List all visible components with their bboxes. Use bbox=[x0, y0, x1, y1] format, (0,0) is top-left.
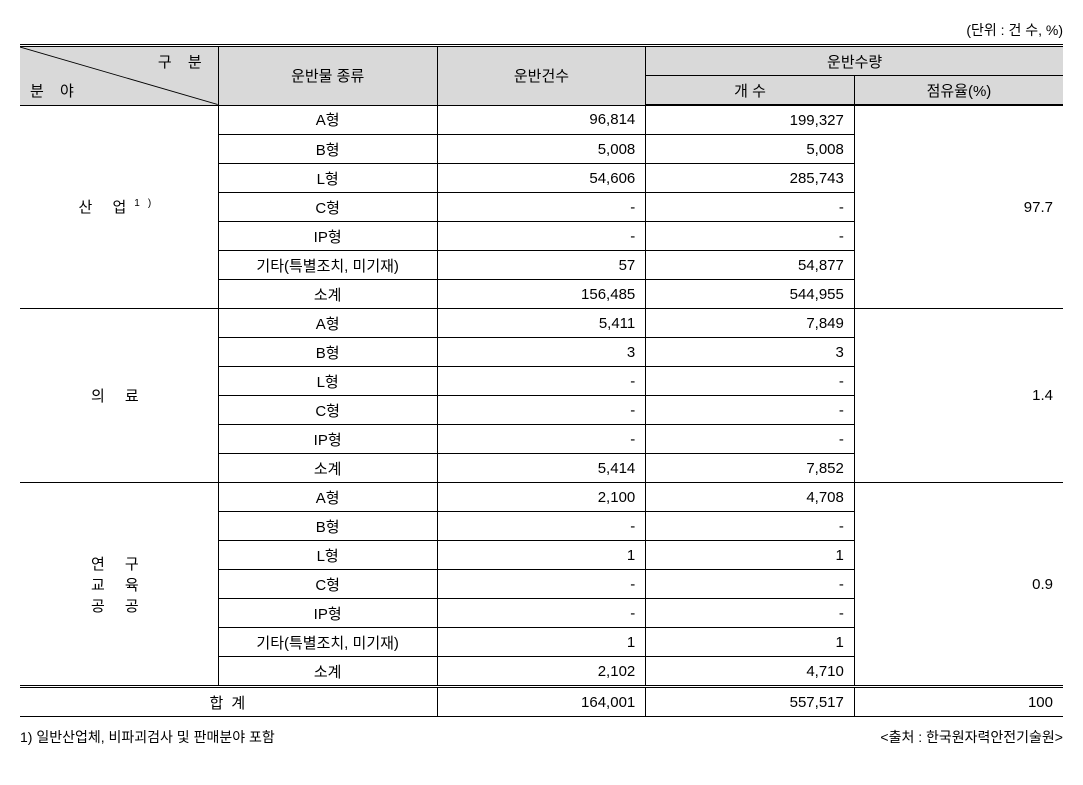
type-cell: A형 bbox=[218, 105, 437, 135]
type-cell: C형 bbox=[218, 193, 437, 222]
type-cell: IP형 bbox=[218, 425, 437, 454]
footnote-right: <출처 : 한국원자력안전기술원> bbox=[880, 727, 1063, 747]
count-cell: - bbox=[437, 193, 646, 222]
count-cell: - bbox=[437, 396, 646, 425]
type-cell: A형 bbox=[218, 483, 437, 512]
count-cell: 5,414 bbox=[437, 454, 646, 483]
type-cell: L형 bbox=[218, 541, 437, 570]
table-header: 구 분 분 야 운반물 종류 운반건수 운반수량 개 수 점유율(%) bbox=[20, 46, 1063, 106]
count-cell: - bbox=[437, 512, 646, 541]
qty-cell: 54,877 bbox=[646, 251, 855, 280]
total-share: 100 bbox=[854, 687, 1063, 717]
count-cell: - bbox=[437, 222, 646, 251]
type-cell: B형 bbox=[218, 512, 437, 541]
qty-cell: 3 bbox=[646, 338, 855, 367]
total-label: 합 계 bbox=[20, 687, 437, 717]
qty-cell: 1 bbox=[646, 628, 855, 657]
count-cell: 5,008 bbox=[437, 135, 646, 164]
count-cell: - bbox=[437, 367, 646, 396]
qty-cell: - bbox=[646, 396, 855, 425]
header-diagonal: 구 분 분 야 bbox=[20, 46, 218, 106]
header-col-qty: 개 수 bbox=[646, 76, 855, 106]
count-cell: 1 bbox=[437, 541, 646, 570]
qty-cell: 4,710 bbox=[646, 657, 855, 687]
type-cell: A형 bbox=[218, 309, 437, 338]
total-row: 합 계164,001557,517100 bbox=[20, 687, 1063, 717]
table-body: 산 업1)A형96,814199,32797.7B형5,0085,008L형54… bbox=[20, 105, 1063, 717]
type-cell: IP형 bbox=[218, 599, 437, 628]
data-table: 구 분 분 야 운반물 종류 운반건수 운반수량 개 수 점유율(%) 산 업1… bbox=[20, 44, 1063, 717]
qty-cell: 544,955 bbox=[646, 280, 855, 309]
qty-cell: - bbox=[646, 367, 855, 396]
share-cell: 1.4 bbox=[854, 309, 1063, 483]
type-cell: L형 bbox=[218, 164, 437, 193]
qty-cell: 5,008 bbox=[646, 135, 855, 164]
qty-cell: - bbox=[646, 425, 855, 454]
total-count: 164,001 bbox=[437, 687, 646, 717]
qty-cell: - bbox=[646, 512, 855, 541]
table-row: 의 료A형5,4117,8491.4 bbox=[20, 309, 1063, 338]
qty-cell: 1 bbox=[646, 541, 855, 570]
count-cell: 2,102 bbox=[437, 657, 646, 687]
count-cell: 57 bbox=[437, 251, 646, 280]
type-cell: IP형 bbox=[218, 222, 437, 251]
type-cell: B형 bbox=[218, 135, 437, 164]
count-cell: 2,100 bbox=[437, 483, 646, 512]
type-cell: L형 bbox=[218, 367, 437, 396]
count-cell: 5,411 bbox=[437, 309, 646, 338]
footnotes: 1) 일반산업체, 비파괴검사 및 판매분야 포함 <출처 : 한국원자력안전기… bbox=[20, 727, 1063, 747]
header-col-qty-group: 운반수량 bbox=[646, 46, 1063, 76]
type-cell: 기타(특별조치, 미기재) bbox=[218, 628, 437, 657]
total-qty: 557,517 bbox=[646, 687, 855, 717]
footnote-left: 1) 일반산업체, 비파괴검사 및 판매분야 포함 bbox=[20, 727, 275, 747]
qty-cell: - bbox=[646, 193, 855, 222]
count-cell: - bbox=[437, 570, 646, 599]
header-diag-bottom: 분 야 bbox=[30, 80, 80, 101]
category-cell: 의 료 bbox=[20, 309, 218, 483]
type-cell: 소계 bbox=[218, 454, 437, 483]
category-cell: 연 구교 육공 공 bbox=[20, 483, 218, 687]
qty-cell: - bbox=[646, 599, 855, 628]
qty-cell: 4,708 bbox=[646, 483, 855, 512]
count-cell: 96,814 bbox=[437, 105, 646, 135]
unit-label: (단위 : 건 수, %) bbox=[20, 20, 1063, 40]
qty-cell: - bbox=[646, 570, 855, 599]
header-col-share: 점유율(%) bbox=[854, 76, 1063, 106]
share-cell: 0.9 bbox=[854, 483, 1063, 687]
header-col-count: 운반건수 bbox=[437, 46, 646, 106]
qty-cell: 285,743 bbox=[646, 164, 855, 193]
qty-cell: 7,849 bbox=[646, 309, 855, 338]
type-cell: 소계 bbox=[218, 280, 437, 309]
qty-cell: 199,327 bbox=[646, 105, 855, 135]
count-cell: 156,485 bbox=[437, 280, 646, 309]
count-cell: 54,606 bbox=[437, 164, 646, 193]
count-cell: - bbox=[437, 425, 646, 454]
qty-cell: - bbox=[646, 222, 855, 251]
header-col-type: 운반물 종류 bbox=[218, 46, 437, 106]
share-cell: 97.7 bbox=[854, 105, 1063, 309]
type-cell: 기타(특별조치, 미기재) bbox=[218, 251, 437, 280]
header-diag-top: 구 분 bbox=[158, 51, 208, 72]
type-cell: C형 bbox=[218, 570, 437, 599]
table-row: 연 구교 육공 공A형2,1004,7080.9 bbox=[20, 483, 1063, 512]
count-cell: 1 bbox=[437, 628, 646, 657]
category-cell: 산 업1) bbox=[20, 105, 218, 309]
type-cell: 소계 bbox=[218, 657, 437, 687]
type-cell: C형 bbox=[218, 396, 437, 425]
count-cell: 3 bbox=[437, 338, 646, 367]
qty-cell: 7,852 bbox=[646, 454, 855, 483]
count-cell: - bbox=[437, 599, 646, 628]
type-cell: B형 bbox=[218, 338, 437, 367]
table-row: 산 업1)A형96,814199,32797.7 bbox=[20, 105, 1063, 135]
